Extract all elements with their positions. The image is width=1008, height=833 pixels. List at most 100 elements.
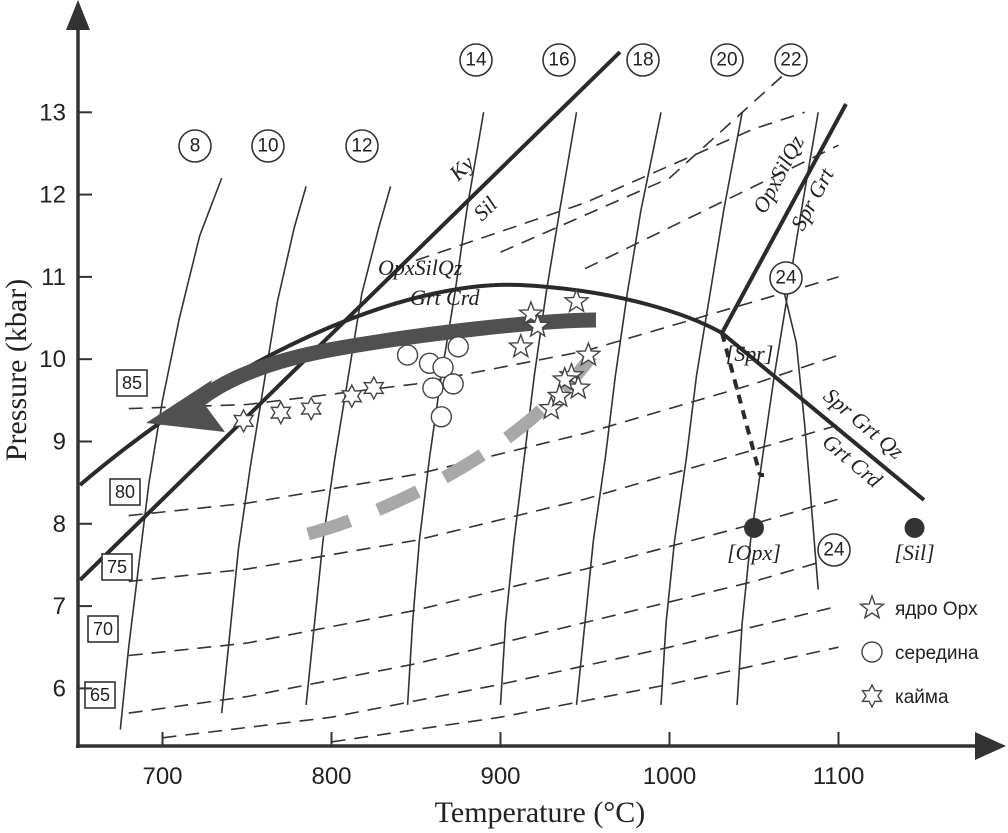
- opxsilqz-grtcrd-reaction: [78, 282, 723, 487]
- dashed-isoline-85: [128, 276, 839, 410]
- isopleth-20-6: [660, 112, 743, 705]
- isopleth-22-7: [736, 112, 819, 705]
- legend-label-1: середина: [895, 643, 979, 664]
- marker-1-4: [422, 377, 444, 399]
- boxed-label-text-80: 80: [115, 482, 135, 502]
- circled-label-10-1: [251, 129, 285, 163]
- marker-1-3: [447, 336, 469, 358]
- circled-label-12-2: [345, 129, 379, 163]
- y-axis-label: Pressure (kbar): [0, 279, 33, 461]
- isopleth-12-2: [305, 186, 392, 705]
- marker-0-1: [524, 312, 552, 338]
- circled-label-18-5: [626, 43, 660, 77]
- isopleth-24-8: [783, 293, 819, 590]
- marker-1-0: [396, 344, 419, 366]
- marker-0-7: [537, 394, 565, 420]
- dark-path-arrowhead: [146, 380, 225, 432]
- grtcrd-label-1: Grt Crd: [410, 285, 480, 310]
- circled-label-text-7: 22: [780, 50, 801, 71]
- circled-label-24-9: [817, 533, 851, 567]
- legend-symbol-2: [861, 683, 883, 709]
- dashed-isoline-u8: [500, 70, 789, 253]
- y-tick-label-11: 11: [41, 264, 66, 291]
- boxed-label-80: [109, 478, 141, 506]
- y-tick-label-10: 10: [39, 346, 66, 373]
- dashed-isoline-75: [128, 424, 839, 583]
- x-axis-label: Temperature (°C): [435, 796, 646, 829]
- dashed-isoline-u9: [584, 144, 839, 270]
- x-tick-label-800: 800: [311, 763, 351, 790]
- marker-2-4: [362, 375, 385, 401]
- legend-label-0: ядро Opx: [895, 599, 978, 620]
- y-tick-label-9: 9: [53, 428, 66, 455]
- boxed-label-text-75: 75: [107, 557, 127, 577]
- invariant-point-dot-2: [904, 517, 925, 538]
- legend: ядро Opx середина кайма: [858, 593, 979, 709]
- dashed-isoline-80: [128, 354, 839, 517]
- circled-label-text-9: 24: [823, 540, 845, 561]
- marker-0-0: [517, 299, 545, 326]
- opx-absent-reaction: [720, 332, 762, 476]
- boxed-label-65: [84, 681, 116, 709]
- circled-label-20-6: [710, 43, 744, 77]
- opxsilqz-sprgrt-reaction: [720, 103, 848, 334]
- marker-2-1: [269, 400, 292, 426]
- circled-label-text-8: 24: [775, 268, 797, 289]
- circled-label-24-8: [769, 261, 803, 295]
- x-tick-label-1000: 1000: [643, 763, 696, 790]
- data-markers: [232, 287, 602, 434]
- marker-1-2: [432, 356, 454, 379]
- circled-label-text-6: 20: [716, 50, 737, 71]
- legend-label-2: кайма: [895, 687, 949, 708]
- invariant-point-label-1: [Opx]: [727, 540, 781, 565]
- marker-2-3: [340, 383, 363, 409]
- marker-1-5: [442, 373, 464, 395]
- dashed-isoline-65: [128, 555, 839, 714]
- y-tick-label-6: 6: [53, 675, 66, 702]
- marker-1-6: [430, 406, 453, 428]
- isopleth-labels: 8 10 12 14 16 18 20 22 24 24: [178, 43, 851, 567]
- isoline-labels: 85 80 75 70 65: [84, 369, 148, 709]
- circled-label-8-0: [178, 129, 212, 163]
- boxed-label-85: [116, 369, 148, 397]
- circled-label-text-2: 12: [351, 136, 372, 157]
- circled-label-text-4: 16: [548, 50, 569, 71]
- sprgrtqz-grtcrd-reaction: [720, 331, 926, 502]
- x-tick-label-900: 900: [480, 763, 520, 790]
- circled-label-text-0: 8: [190, 136, 201, 157]
- boxed-label-75: [101, 553, 133, 581]
- circled-label-16-4: [542, 43, 576, 77]
- x-tick-label-700: 700: [142, 763, 182, 790]
- y-ticks: 6 7 8 9 10 11 12 13: [39, 99, 92, 702]
- isopleth-18-5: [575, 112, 662, 705]
- marker-2-0: [232, 408, 255, 434]
- y-tick-label-8: 8: [53, 511, 66, 538]
- boxed-label-70: [87, 615, 119, 643]
- y-tick-label-7: 7: [53, 593, 66, 620]
- invariant-point-dot-1: [744, 517, 764, 538]
- dashed-isolines: [128, 70, 839, 743]
- dashed-isoline-u5: [162, 605, 839, 739]
- reaction-labels: Ky Sil OpxSilQz Grt Crd OpxSilQz Spr Grt…: [378, 131, 909, 493]
- opxsilqz-label-1: OpxSilQz: [378, 255, 463, 280]
- x-tick-label-1100: 1100: [813, 763, 865, 790]
- x-axis-arrow: [975, 732, 1006, 760]
- y-tick-label-13: 13: [39, 99, 66, 126]
- y-tick-label-12: 12: [39, 182, 66, 209]
- light-dashed-prograde-path: [306, 342, 603, 541]
- dashed-isoline-u6: [331, 646, 839, 743]
- circled-label-text-3: 14: [465, 50, 487, 71]
- marker-0-6: [551, 365, 579, 392]
- reaction-lines: [78, 50, 926, 582]
- isopleth-10-1: [220, 186, 307, 714]
- circled-label-14-3: [459, 43, 493, 77]
- boxed-label-text-70: 70: [93, 619, 113, 639]
- isopleth-8-0: [119, 177, 223, 730]
- boxed-label-text-85: 85: [122, 373, 142, 393]
- legend-symbol-0: [858, 593, 886, 620]
- circled-label-22-7: [774, 43, 808, 77]
- circled-label-text-1: 10: [257, 136, 278, 157]
- pt-paths: [146, 312, 603, 541]
